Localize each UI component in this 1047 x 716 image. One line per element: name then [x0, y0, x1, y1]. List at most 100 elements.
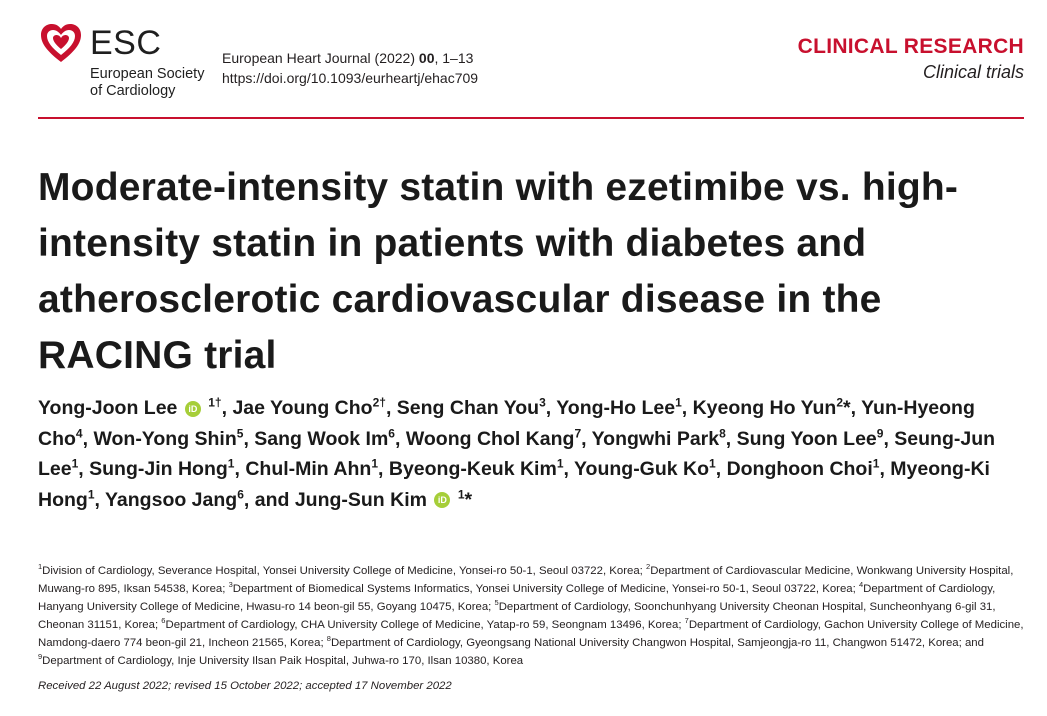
author-separator: , [563, 458, 574, 480]
author-separator: , [681, 397, 693, 419]
author: Sung-Jin Hong1, [89, 456, 245, 481]
author-name: Yun-Hyeong Cho [38, 397, 975, 450]
author-separator: , [879, 458, 891, 480]
affiliation-text: Department of Biomedical Systems Informa… [232, 583, 859, 595]
author-affiliation-marker: 8 [719, 426, 726, 440]
affiliation-text: Department of Cardiology, Gyeongsang Nat… [330, 637, 984, 649]
author-name: Woong Chol Kang [405, 427, 575, 450]
journal-citation: European Heart Journal (2022) 00, 1–13 h… [222, 48, 478, 88]
author-affiliation-marker: 6 [388, 426, 395, 440]
author-list: Yong-Joon Lee iD 1†, Jae Young Cho2†, Se… [38, 393, 1028, 515]
affiliation-text: Department of Cardiology, Inje Universit… [42, 655, 524, 667]
author: Seung-Jun Lee1, [38, 428, 995, 481]
affiliation-number: 9 [38, 652, 43, 662]
author-separator: , [78, 458, 90, 480]
author: Yong-Ho Lee1, [556, 397, 693, 420]
affiliation-text: Department of Cardiology, Hanyang Univer… [38, 583, 996, 613]
author-name: Byeong-Keuk Kim [388, 458, 557, 480]
author-affiliation-marker: 4 [75, 426, 83, 440]
affiliation-text: Department of Cardiology, Soonchunhyang … [38, 601, 996, 631]
author: Yong-Joon Lee iD 1†, [38, 397, 233, 420]
affiliation: 6Department of Cardiology, CHA Universit… [161, 616, 685, 631]
author-separator: , [850, 397, 862, 419]
author-affiliation-marker: 9 [876, 426, 884, 440]
affiliation: 3Department of Biomedical Systems Inform… [229, 581, 859, 595]
author-affiliation-marker: 1 [457, 487, 465, 501]
author-separator: , [94, 488, 105, 511]
affiliation-number: 6 [161, 616, 166, 626]
affiliation: 4Department of Cardiology, Hanyang Unive… [38, 580, 996, 613]
author-name: Yong-Joon Lee [38, 397, 178, 419]
author-name: Yong-Ho Lee [556, 397, 676, 419]
affiliation: 7Department of Cardiology, Gachon Univer… [38, 616, 1024, 649]
journal-volume: 00 [418, 50, 435, 66]
author-separator: , [221, 397, 233, 419]
affiliation-number: 8 [326, 634, 331, 644]
affiliation-text: Department of Cardiovascular Medicine, W… [38, 565, 1014, 595]
author-affiliation-marker: 2† [372, 395, 386, 410]
author-affiliation-marker: 3 [539, 395, 546, 410]
author-name: Donghoon Choi [726, 458, 873, 480]
affiliation: 5Department of Cardiology, Soonchunhyang… [38, 598, 996, 631]
author-separator: , [82, 427, 94, 450]
author-name: Seng Chan You [396, 397, 540, 419]
author-affiliation-marker: 1 [556, 456, 564, 471]
author: Kyeong Ho Yun2*, [692, 397, 862, 420]
affiliation-number: 2 [646, 562, 651, 572]
author-name: Young-Guk Ko [573, 458, 710, 480]
author-name: Kyeong Ho Yun [692, 397, 837, 419]
affiliation: 2Department of Cardiovascular Medicine, … [38, 562, 1014, 595]
author-affiliation-marker: 7 [574, 426, 582, 440]
author-separator: , [378, 458, 389, 480]
author: Myeong-Ki Hong1, [38, 458, 990, 511]
affiliation: 1Division of Cardiology, Severance Hospi… [38, 562, 646, 577]
author: Young-Guk Ko1, [573, 458, 727, 481]
affiliation-number: 1 [38, 562, 43, 572]
author-affiliation-marker: 1 [872, 456, 880, 471]
author-affiliation-marker: 1 [227, 456, 235, 471]
author-separator: , [715, 458, 727, 480]
author: Yangsoo Jang6, and [105, 487, 295, 511]
header-divider [38, 117, 1024, 119]
affiliation-text: Department of Cardiology, CHA University… [165, 619, 685, 631]
esc-heart-logo-icon [41, 24, 81, 62]
logo-line-1: European Society [90, 66, 205, 82]
article-category: CLINICAL RESEARCH [797, 35, 1024, 58]
author-affiliation-marker: 5 [236, 426, 244, 440]
author: Donghoon Choi1, [726, 456, 891, 481]
header: ESC European Society of Cardiology Europ… [38, 22, 1024, 118]
article-subcategory: Clinical trials [922, 62, 1024, 82]
logo-line-2: of Cardiology [90, 83, 176, 99]
corresponding-author-mark: * [464, 488, 473, 511]
author-name: Sung-Jin Hong [89, 458, 228, 480]
author-affiliation-marker: 6 [237, 487, 244, 501]
author-name: Sung Yoon Lee [736, 427, 877, 450]
corresponding-author-mark: * [843, 397, 851, 419]
author: Sang Wook Im6, [254, 426, 406, 450]
author-name: Won-Yong Shin [93, 427, 237, 450]
author: Yongwhi Park8, [591, 426, 737, 450]
received-dates: Received 22 August 2022; revised 15 Octo… [38, 680, 452, 692]
affiliation-number: 7 [684, 616, 689, 626]
author-name: Myeong-Ki Hong [38, 458, 990, 511]
affiliation-number: 4 [858, 580, 864, 590]
orcid-icon[interactable]: iD [184, 400, 201, 417]
author: Yun-Hyeong Cho4, [38, 397, 975, 450]
author: Jae Young Cho2†, [232, 395, 396, 420]
author-name: Yangsoo Jang [105, 488, 238, 511]
author-separator: , and [243, 488, 295, 511]
affiliation-number: 5 [494, 598, 499, 608]
orcid-icon[interactable]: iD [434, 492, 451, 509]
author-name: Yongwhi Park [591, 427, 720, 450]
author: Woong Chol Kang7, [405, 426, 592, 450]
author: Sung Yoon Lee9, [736, 426, 895, 450]
author-affiliation-marker: 1 [71, 456, 79, 471]
author-name: Jung-Sun Kim [294, 488, 427, 511]
doi-link[interactable]: https://doi.org/10.1093/eurheartj/ehac70… [222, 70, 479, 86]
author: Won-Yong Shin5, [93, 426, 255, 450]
author-separator: , [394, 427, 406, 450]
author-separator: , [243, 427, 255, 450]
affiliation: 9Department of Cardiology, Inje Universi… [38, 652, 524, 667]
journal-name: European Heart Journal (2022) [222, 50, 419, 66]
author: Jung-Sun Kim iD 1* [294, 487, 473, 511]
